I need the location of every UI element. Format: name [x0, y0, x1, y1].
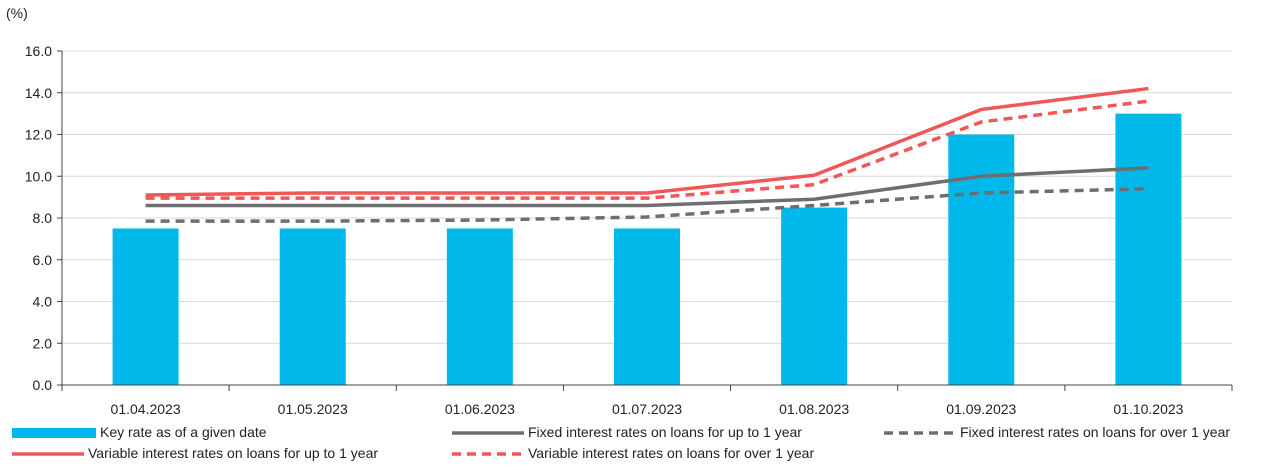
- x-tick-label: 01.06.2023: [445, 401, 515, 417]
- legend-label: Variable interest rates on loans for ove…: [528, 445, 814, 461]
- y-tick-label: 2.0: [33, 335, 53, 351]
- legend-label: Fixed interest rates on loans for up to …: [528, 424, 802, 440]
- y-tick-label: 12.0: [25, 127, 52, 143]
- bar-series: [112, 113, 1182, 385]
- line-series: [145, 86, 1149, 223]
- series-line: [145, 99, 1149, 200]
- x-tick-label: 01.10.2023: [1113, 401, 1183, 417]
- legend-label: Key rate as of a given date: [100, 424, 267, 440]
- series-line: [145, 86, 1149, 197]
- bar: [781, 207, 848, 385]
- series-line: [145, 166, 1149, 208]
- y-tick-label: 8.0: [33, 210, 53, 226]
- bar: [446, 228, 513, 385]
- x-tick-labels: 01.04.2023 01.05.2023 01.06.2023 01.07.2023…: [111, 401, 1184, 417]
- y-tick-label: 6.0: [33, 252, 53, 268]
- y-tick-label: 0.0: [33, 377, 53, 393]
- x-tick-label: 01.09.2023: [946, 401, 1016, 417]
- y-tick-labels: 0.0 2.0 4.0 6.0 8.0 10.0 12.0 14.0 16.0: [25, 43, 52, 393]
- y-tick-label: 10.0: [25, 168, 52, 184]
- bar: [614, 228, 680, 385]
- bar: [948, 134, 1015, 385]
- y-tick-label: 4.0: [33, 294, 53, 310]
- series-line: [145, 187, 1149, 223]
- legend-swatch: [12, 428, 96, 438]
- legend-label: Fixed interest rates on loans for over 1…: [960, 424, 1230, 440]
- x-tick-label: 01.07.2023: [612, 401, 682, 417]
- legend: Key rate as of a given date Fixed interes…: [12, 424, 1230, 461]
- axes: [57, 50, 1233, 391]
- x-tick-label: 01.05.2023: [278, 401, 348, 417]
- y-tick-label: 14.0: [25, 85, 52, 101]
- legend-label: Variable interest rates on loans for up …: [88, 445, 378, 461]
- y-tick-label: 16.0: [25, 43, 52, 59]
- bar: [1115, 113, 1182, 385]
- bar: [112, 228, 179, 385]
- x-tick-label: 01.04.2023: [111, 401, 181, 417]
- x-tick-label: 01.08.2023: [779, 401, 849, 417]
- bar: [279, 228, 346, 385]
- y-axis-unit-label: (%): [6, 5, 28, 21]
